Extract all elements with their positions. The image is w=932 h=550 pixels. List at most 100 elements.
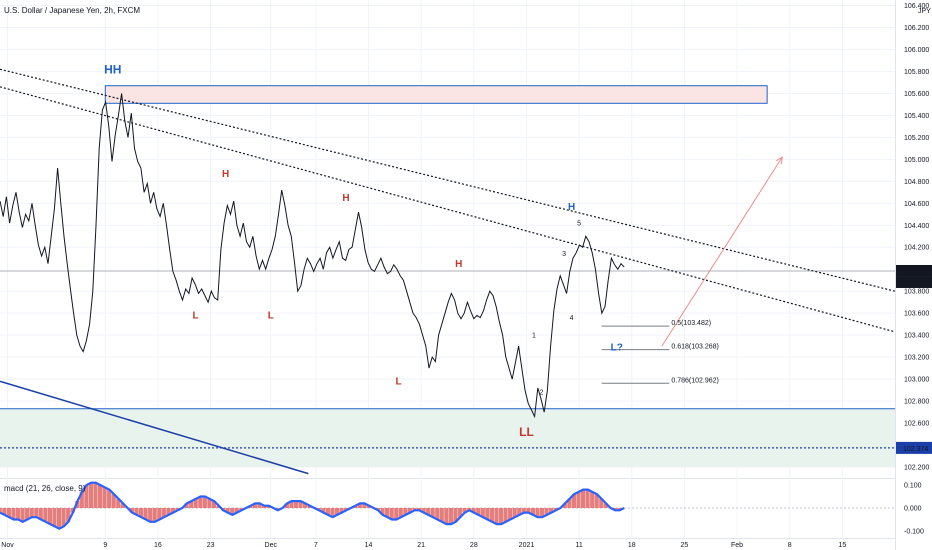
drawn-lines: 0.5(103.482) 0.618(103.268) 0.786(102.962) bbox=[0, 68, 896, 475]
fib-level-label: 0.5(103.482) bbox=[671, 320, 711, 327]
wave-label: 4 bbox=[570, 315, 574, 322]
price-tick-label: 105.800 bbox=[904, 69, 929, 76]
macd-histogram-bar bbox=[289, 501, 294, 508]
macd-histogram-bar bbox=[66, 508, 71, 522]
price-axis[interactable]: 106.400 106.200 106.000 105.800 105.600 105.4… bbox=[896, 3, 932, 536]
macd-histogram-bar bbox=[407, 508, 412, 513]
macd-line[interactable] bbox=[0, 481, 625, 530]
macd-histogram-bar bbox=[239, 508, 244, 511]
support-zone[interactable] bbox=[0, 408, 895, 468]
macd-histogram-bar bbox=[148, 508, 153, 522]
time-tick-label: 9 bbox=[103, 542, 107, 549]
macd-histogram-bar bbox=[257, 503, 262, 508]
wave-label: 5 bbox=[577, 220, 581, 227]
upper-channel-line[interactable] bbox=[0, 68, 896, 292]
projection-arrow[interactable] bbox=[661, 156, 783, 347]
macd-histogram-bar bbox=[617, 508, 622, 511]
wave-label: H bbox=[222, 169, 229, 180]
descending-trendline[interactable] bbox=[0, 380, 309, 475]
macd-histogram-bar bbox=[211, 501, 217, 508]
price-tick-label: 104.400 bbox=[904, 223, 929, 230]
macd-tick-label: 0.100 bbox=[904, 483, 922, 490]
price-tick-label: 102.200 bbox=[904, 465, 929, 472]
macd-histogram-bar bbox=[426, 508, 431, 515]
countdown-timer: 51:22 bbox=[906, 280, 924, 287]
macd-histogram-bar bbox=[303, 503, 308, 508]
macd-histogram-bar bbox=[339, 508, 344, 513]
price-tick-label: 106.000 bbox=[904, 47, 929, 54]
time-tick-label: Feb bbox=[731, 542, 743, 549]
macd-histogram-bar bbox=[594, 494, 599, 508]
price-tick-label: 105.400 bbox=[904, 113, 929, 120]
macd-histogram-bar bbox=[334, 508, 340, 515]
macd-histogram-bar bbox=[6, 508, 11, 518]
wave-label: H bbox=[455, 259, 462, 270]
wave-label: L? bbox=[611, 343, 623, 354]
macd-histogram-bar bbox=[134, 508, 139, 515]
macd-histogram-bar bbox=[494, 508, 499, 525]
macd-histogram-bar bbox=[230, 508, 235, 515]
price-tick-label: 105.200 bbox=[904, 135, 929, 142]
macd-histogram-bar bbox=[189, 501, 194, 508]
price-tick-label: 103.000 bbox=[904, 377, 929, 384]
time-tick-label: 7 bbox=[314, 542, 318, 549]
macd-pane bbox=[0, 481, 895, 530]
level-price-badge bbox=[896, 441, 932, 454]
macd-histogram-bar bbox=[143, 508, 148, 520]
macd-indicator-label[interactable]: macd (21, 26, close, 9) bbox=[4, 484, 86, 493]
macd-histogram-bar bbox=[184, 503, 189, 508]
macd-histogram-bar bbox=[234, 508, 239, 513]
macd-histogram-bar bbox=[20, 508, 25, 522]
macd-histogram-bar bbox=[61, 508, 66, 527]
macd-histogram-bar bbox=[43, 508, 48, 522]
macd-histogram-bar bbox=[25, 508, 30, 520]
macd-histogram-bar bbox=[262, 505, 267, 508]
grid bbox=[0, 0, 896, 550]
lower-channel-line[interactable] bbox=[0, 86, 896, 333]
macd-tick-label: -0.100 bbox=[904, 529, 924, 536]
macd-histogram-bar bbox=[448, 508, 453, 525]
macd-histogram-bar bbox=[52, 508, 57, 527]
macd-histogram-bar bbox=[508, 508, 513, 520]
macd-histogram-bar bbox=[435, 508, 440, 520]
price-tick-label: 103.600 bbox=[904, 311, 929, 318]
macd-histogram-bar bbox=[202, 496, 207, 508]
macd-histogram-bar bbox=[389, 508, 394, 520]
macd-histogram-bar bbox=[161, 508, 166, 518]
time-tick-label: 28 bbox=[470, 542, 478, 549]
time-tick-label: 25 bbox=[681, 542, 689, 549]
macd-histogram-bar bbox=[535, 508, 540, 518]
macd-histogram-bar bbox=[129, 508, 135, 513]
last-price-value: 103.984 bbox=[903, 269, 928, 276]
macd-histogram-bar bbox=[498, 508, 504, 525]
macd-histogram-bar bbox=[539, 508, 545, 518]
macd-histogram-bar bbox=[225, 508, 230, 513]
macd-histogram-bar bbox=[207, 498, 212, 508]
time-axis[interactable]: Nov 9 16 23 Dec 7 14 21 28 2021 11 18 25 Feb 8 15 bbox=[1, 542, 846, 549]
macd-histogram-bar bbox=[152, 508, 157, 522]
price-tick-label: 103.200 bbox=[904, 355, 929, 362]
macd-histogram-bar bbox=[88, 482, 94, 508]
wave-label: L bbox=[396, 377, 402, 388]
macd-histogram-bar bbox=[462, 508, 467, 513]
macd-histogram-bar bbox=[11, 508, 16, 520]
macd-histogram-bar bbox=[107, 489, 112, 508]
macd-histogram-bar bbox=[93, 482, 98, 508]
macd-histogram-bar bbox=[170, 508, 176, 513]
price-tick-label: 102.800 bbox=[904, 399, 929, 406]
wave-label: LL bbox=[519, 425, 534, 439]
macd-histogram-bar bbox=[421, 508, 426, 513]
chart-title: U.S. Dollar / Japanese Yen, 2h, FXCM bbox=[4, 6, 141, 15]
macd-histogram-bar bbox=[111, 494, 116, 508]
macd-histogram-bar bbox=[549, 508, 554, 513]
macd-histogram-bar bbox=[166, 508, 171, 515]
macd-histogram-bar bbox=[29, 508, 34, 518]
macd-histogram-bar bbox=[79, 491, 84, 508]
resistance-zone[interactable] bbox=[104, 85, 768, 104]
macd-histogram-bar bbox=[526, 508, 531, 513]
macd-histogram-bar bbox=[599, 498, 604, 508]
macd-histogram-bar bbox=[362, 503, 367, 508]
macd-histogram-bar bbox=[385, 508, 390, 518]
price-line[interactable] bbox=[0, 93, 625, 419]
